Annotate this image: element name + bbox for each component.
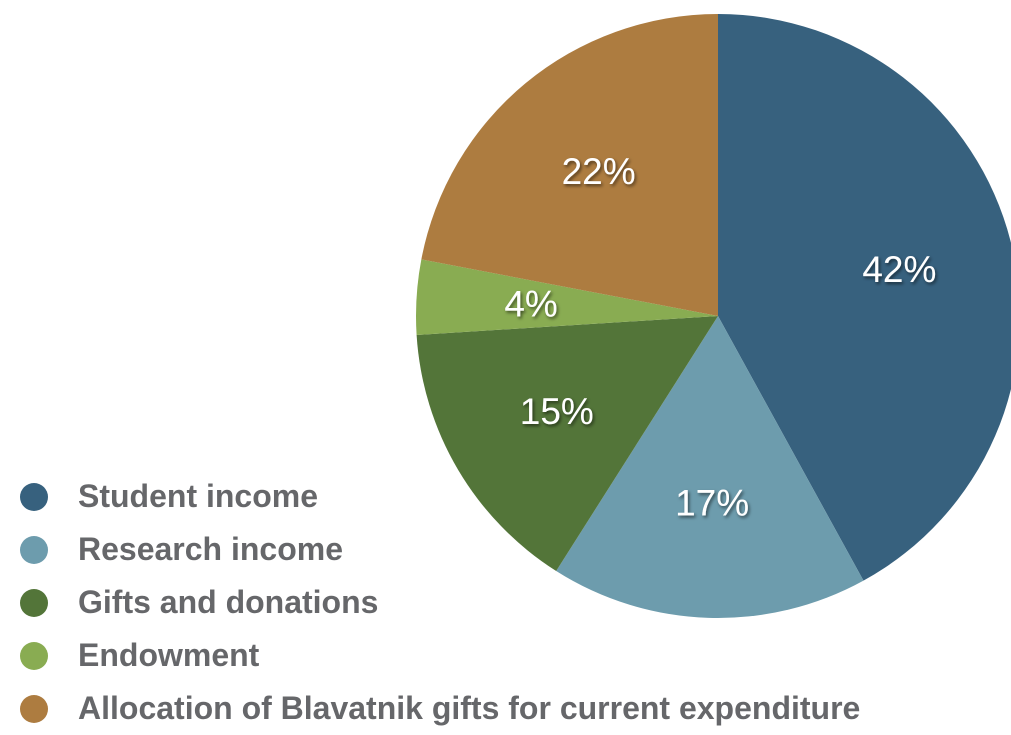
- legend-marker: [20, 641, 48, 670]
- legend: Student income Research income Gifts and…: [20, 470, 1010, 735]
- legend-item-research-income: Research income: [20, 523, 1010, 576]
- pie-slice-allocation-of-blavatnik-gifts-for-current-expenditure: [421, 14, 718, 316]
- legend-label: Research income: [78, 531, 344, 567]
- pie-labels: 42% 17% 15% 4% 22%: [504, 151, 936, 523]
- legend-label: Gifts and donations: [78, 584, 379, 620]
- legend-marker: [20, 482, 48, 511]
- legend-label: Student income: [78, 478, 319, 514]
- pie-slice-student-income: [718, 14, 1011, 581]
- slice-label-student-income: 42%: [862, 249, 936, 290]
- legend-item-student-income: Student income: [20, 470, 1010, 523]
- legend-item-gifts-and-donations: Gifts and donations: [20, 576, 1010, 629]
- legend-label: Endowment: [78, 637, 260, 673]
- pie-slices: [416, 14, 1011, 618]
- slice-label-research-income: 17%: [675, 483, 749, 524]
- legend-marker: [20, 535, 48, 564]
- legend-label: Allocation of Blavatnik gifts for curren…: [78, 690, 861, 726]
- slice-label-gifts-and-donations: 15%: [520, 391, 594, 432]
- slice-label-endowment: 4%: [504, 284, 557, 325]
- legend-item-allocation-of-blavatnik-gifts: Allocation of Blavatnik gifts for curren…: [20, 682, 1010, 735]
- pie-slice-endowment: [416, 259, 718, 335]
- legend-item-endowment: Endowment: [20, 629, 1010, 682]
- legend-marker: [20, 694, 48, 723]
- pie-slice-gifts-and-donations: [416, 316, 718, 571]
- legend-marker: [20, 588, 48, 617]
- pie-slice-research-income: [556, 316, 864, 618]
- slice-label-allocation-of-blavatnik-gifts-for-current-expenditure: 22%: [562, 151, 636, 192]
